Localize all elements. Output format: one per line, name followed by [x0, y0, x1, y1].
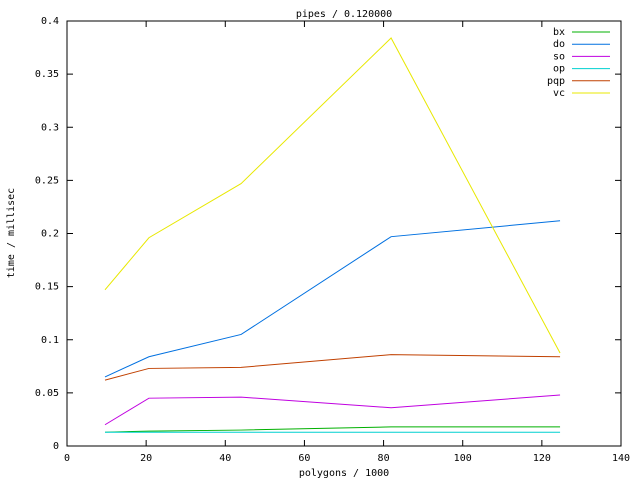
- x-tick-label: 100: [454, 453, 472, 464]
- y-tick-label: 0.15: [35, 282, 59, 293]
- series-line: [104, 37, 561, 354]
- y-tick-label: 0.25: [35, 175, 59, 186]
- y-tick-label: 0.35: [35, 69, 59, 80]
- y-tick-label: 0: [53, 441, 59, 452]
- y-axis-label: time / millisec: [6, 188, 17, 278]
- legend-label: op: [553, 64, 565, 75]
- x-tick-label: 80: [378, 453, 390, 464]
- legend-label: bx: [553, 27, 565, 38]
- x-tick-label: 40: [219, 453, 231, 464]
- y-tick-label: 0.4: [41, 16, 59, 27]
- y-tick-label: 0.2: [41, 229, 59, 240]
- legend-label: pqp: [547, 76, 565, 87]
- x-tick-label: 60: [298, 453, 310, 464]
- series-line: [104, 394, 561, 426]
- series-line: [104, 220, 561, 378]
- x-tick-label: 120: [533, 453, 551, 464]
- x-tick-label: 0: [64, 453, 70, 464]
- chart-title: pipes / 0.120000: [296, 9, 392, 20]
- series-line: [104, 354, 561, 381]
- legend-label: do: [553, 39, 565, 50]
- y-tick-label: 0.05: [35, 388, 59, 399]
- legend-label: so: [553, 51, 565, 62]
- plot-border: [66, 20, 622, 447]
- y-tick-label: 0.1: [41, 335, 59, 346]
- series-line: [104, 426, 561, 433]
- legend-label: vc: [553, 88, 565, 99]
- x-tick-label: 20: [140, 453, 152, 464]
- x-axis-label: polygons / 1000: [299, 468, 389, 479]
- y-tick-label: 0.3: [41, 122, 59, 133]
- x-tick-label: 140: [612, 453, 630, 464]
